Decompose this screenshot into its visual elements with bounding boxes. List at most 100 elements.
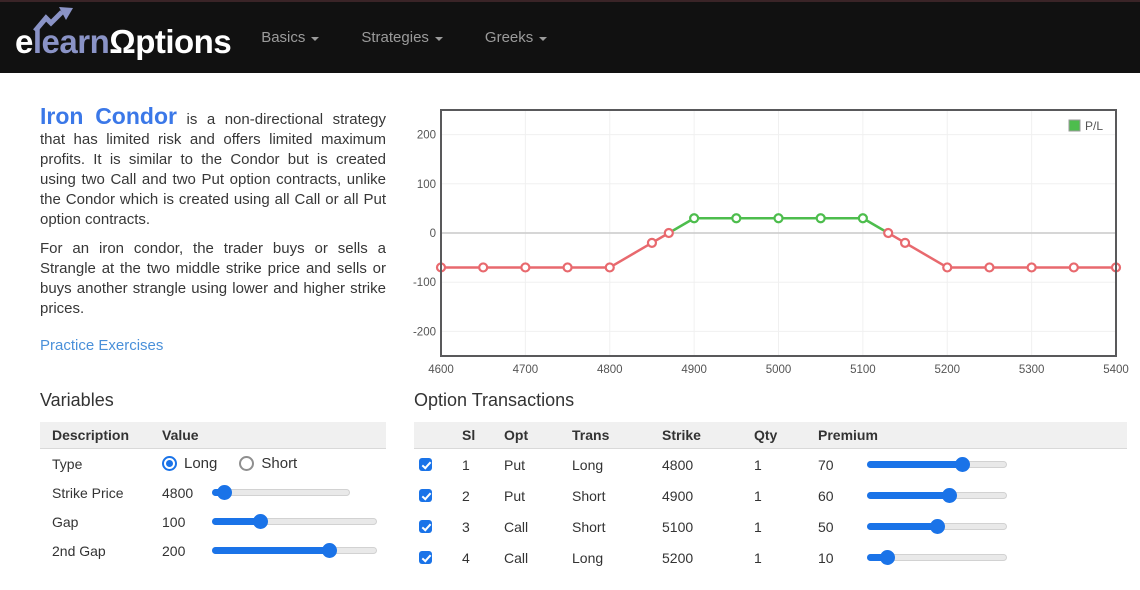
slider-thumb[interactable] [942,488,957,503]
radio-selected-icon [162,456,177,471]
2nd-gap-value: 200 [162,542,186,559]
cell-strike: 4900 [662,487,694,504]
chevron-down-icon [539,36,548,41]
slider-thumb[interactable] [879,550,895,565]
option-transactions-panel: Option Transactions Sl Opt Trans Strike … [414,390,1127,573]
slider-track [212,489,350,496]
radio-long-label: Long [184,455,218,472]
transactions-table-header: Sl Opt Trans Strike Qty Premium [414,422,1127,449]
svg-text:0: 0 [430,228,436,240]
logo-text-start: e [15,23,33,60]
variable-label: Gap [52,513,79,530]
transactions-title: Option Transactions [414,390,575,410]
trend-arrow-icon [33,7,73,33]
intro-paragraph-2: For an iron condor, the trader buys or s… [40,240,386,317]
chevron-down-icon [434,36,443,41]
chart-legend[interactable]: P/L [1068,119,1103,133]
strike-price-slider[interactable] [212,485,350,500]
premium-slider[interactable] [867,457,1007,472]
svg-text:5300: 5300 [1019,364,1045,376]
cell-opt: Call [504,518,529,535]
variable-row-2nd-gap: 2nd Gap 200 [40,536,386,565]
premium-slider[interactable] [867,488,1007,503]
cell-opt: Call [504,549,529,566]
cell-sl: 2 [462,487,470,504]
cell-sl: 3 [462,518,470,535]
transaction-row: 4 Call Long 5200 1 10 [414,542,1127,573]
logo-text-accent: learn [32,23,110,60]
nav-item-basics[interactable]: Basics [261,29,320,46]
variable-row-type: Type Long Short [40,449,386,478]
cell-sl: 4 [462,549,470,566]
cell-trans: Short [572,518,606,535]
row-checkbox[interactable] [419,551,432,564]
nav-item-strategies[interactable]: Strategies [361,29,443,46]
slider-fill [212,547,330,554]
cell-opt: Put [504,487,526,504]
svg-text:-200: -200 [413,326,436,338]
header-trans: Trans [572,427,610,443]
nav-item-greeks[interactable]: Greeks [485,29,548,46]
variables-table-header: Description Value [40,422,386,449]
intro-paragraph-1: Iron Condor is a non-directional strateg… [40,103,386,230]
cell-strike: 5100 [662,518,694,535]
pl-chart: -200 -100 0 100 200 4600 4700 4800 4900 5000 5100 5… [413,109,1129,376]
header-opt: Opt [504,427,529,443]
row-checkbox[interactable] [419,489,432,502]
row-checkbox[interactable] [419,458,432,471]
site-logo[interactable]: elearnΩptions [15,7,232,60]
cell-qty: 1 [754,456,762,473]
pl-chart-container: -200 -100 0 100 200 4600 4700 4800 4900 5000 5100 5… [413,106,1129,390]
radio-long[interactable]: Long [162,455,217,472]
cell-qty: 1 [754,487,762,504]
type-radio-group: Long Short [162,455,297,472]
transaction-row: 1 Put Long 4800 1 70 [414,449,1127,480]
variable-label: Type [52,455,83,472]
nav-item-basics-label: Basics [261,29,306,46]
variable-row-gap: Gap 100 [40,507,386,536]
svg-text:-100: -100 [413,277,436,289]
cell-premium: 60 [818,487,834,504]
svg-text:5400: 5400 [1103,364,1129,376]
intro-paragraph-1-text: is a non-directional strategy that has l… [40,111,386,228]
svg-text:5100: 5100 [850,364,876,376]
transaction-row: 2 Put Short 4900 1 60 [414,480,1127,511]
2nd-gap-slider[interactable] [212,543,377,558]
chevron-down-icon [311,36,320,41]
variable-row-strike-price: Strike Price 4800 [40,478,386,507]
cell-strike: 4800 [662,456,694,473]
svg-text:100: 100 [417,179,436,191]
radio-short-label: Short [261,455,298,472]
cell-sl: 1 [462,456,470,473]
cell-trans: Long [572,549,604,566]
cell-premium: 50 [818,518,834,535]
svg-text:5000: 5000 [766,364,792,376]
strategy-title: Iron Condor [40,103,177,129]
variable-label: 2nd Gap [52,542,106,559]
gap-value: 100 [162,513,186,530]
radio-short[interactable]: Short [239,455,297,472]
slider-thumb[interactable] [321,543,337,558]
header-premium: Premium [818,427,878,443]
transaction-row: 3 Call Short 5100 1 50 [414,511,1127,542]
slider-thumb[interactable] [954,457,970,472]
slider-thumb[interactable] [252,514,268,529]
slider-fill [867,492,950,499]
cell-strike: 5200 [662,549,694,566]
row-checkbox[interactable] [419,520,432,533]
slider-thumb[interactable] [216,485,232,500]
nav-item-strategies-label: Strategies [361,29,429,46]
slider-thumb[interactable] [929,519,945,534]
cell-opt: Put [504,456,526,473]
premium-slider[interactable] [867,550,1007,565]
practice-exercises-link[interactable]: Practice Exercises [40,337,164,354]
svg-text:4700: 4700 [513,364,539,376]
strike-price-value: 4800 [162,484,194,501]
cell-qty: 1 [754,549,762,566]
svg-text:4900: 4900 [681,364,707,376]
gap-slider[interactable] [212,514,377,529]
cell-trans: Long [572,456,604,473]
variables-header-description: Description [52,427,130,443]
premium-slider[interactable] [867,519,1007,534]
svg-text:4600: 4600 [428,364,454,376]
